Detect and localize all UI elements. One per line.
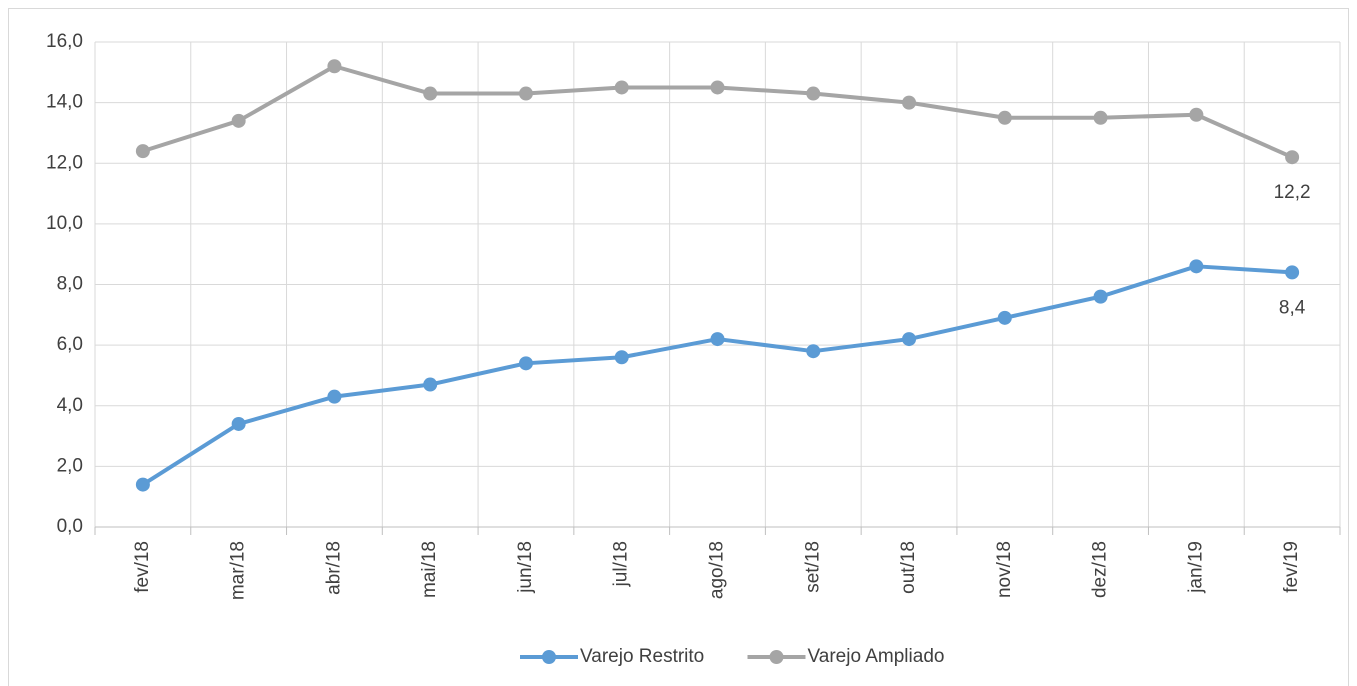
point-marker xyxy=(1189,259,1204,274)
point-marker xyxy=(1285,265,1300,280)
point-marker xyxy=(231,113,246,128)
y-tick-label: 10,0 xyxy=(46,213,83,234)
point-marker xyxy=(902,332,917,347)
point-marker xyxy=(1285,150,1300,165)
point-marker xyxy=(327,389,342,404)
x-tick-label: mai/18 xyxy=(419,541,440,598)
y-tick-label: 12,0 xyxy=(46,152,83,173)
x-tick-label: jun/18 xyxy=(515,541,536,594)
point-marker xyxy=(135,144,150,159)
point-marker xyxy=(135,477,150,492)
x-tick-label: set/18 xyxy=(802,541,823,593)
y-tick-label: 6,0 xyxy=(57,334,83,355)
point-marker xyxy=(518,356,533,371)
y-tick-label: 4,0 xyxy=(57,395,83,416)
point-marker xyxy=(327,59,342,74)
x-tick-label: jul/18 xyxy=(611,541,632,587)
point-marker xyxy=(231,416,246,431)
x-tick-label: abr/18 xyxy=(323,541,344,595)
point-marker xyxy=(1093,110,1108,125)
point-marker xyxy=(518,86,533,101)
point-marker xyxy=(997,110,1012,125)
point-marker xyxy=(806,86,821,101)
legend-marker xyxy=(542,650,556,664)
point-marker xyxy=(1189,107,1204,122)
point-marker xyxy=(423,377,438,392)
point-marker xyxy=(902,95,917,110)
y-tick-label: 0,0 xyxy=(57,516,83,537)
x-tick-label: out/18 xyxy=(898,541,919,594)
x-tick-label: jan/19 xyxy=(1185,541,1206,594)
y-tick-label: 2,0 xyxy=(57,455,83,476)
x-tick-label: fev/18 xyxy=(132,541,153,593)
point-marker xyxy=(710,80,725,95)
point-marker xyxy=(423,86,438,101)
legend-label: Varejo Ampliado xyxy=(808,646,945,667)
point-marker xyxy=(614,350,629,365)
y-tick-label: 8,0 xyxy=(57,274,83,295)
y-tick-label: 14,0 xyxy=(46,92,83,113)
point-marker xyxy=(1093,289,1108,304)
x-tick-label: dez/18 xyxy=(1090,541,1111,598)
x-tick-label: fev/19 xyxy=(1281,541,1302,593)
legend-label: Varejo Restrito xyxy=(580,646,704,667)
point-marker xyxy=(806,344,821,359)
point-marker xyxy=(614,80,629,95)
x-tick-label: mar/18 xyxy=(228,541,249,600)
point-marker xyxy=(997,310,1012,325)
data-label: 8,4 xyxy=(1279,297,1306,318)
data-label: 12,2 xyxy=(1274,182,1311,203)
legend-marker xyxy=(769,650,784,664)
y-tick-label: 16,0 xyxy=(46,31,83,52)
x-tick-label: nov/18 xyxy=(994,541,1015,598)
x-tick-label: ago/18 xyxy=(707,541,728,599)
point-marker xyxy=(710,332,725,347)
